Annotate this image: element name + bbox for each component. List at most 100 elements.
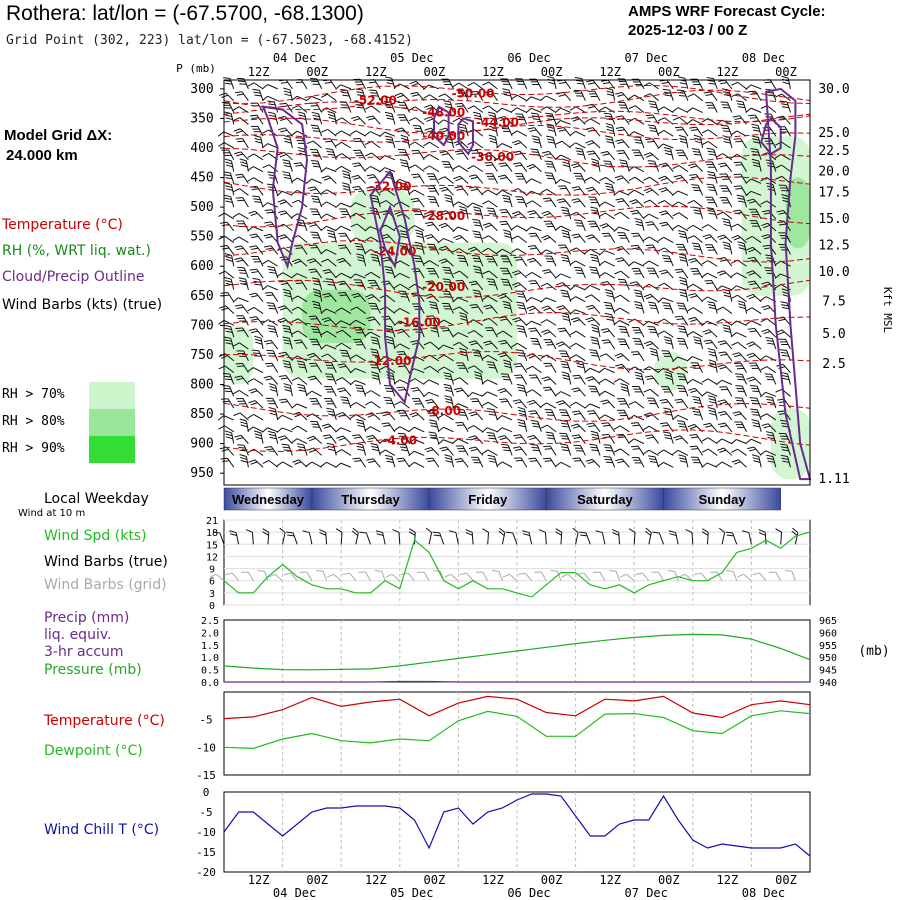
wind-barb-flag (335, 449, 342, 454)
wind-barb-flag (584, 285, 591, 291)
wind-barb-flag (559, 330, 567, 332)
cloud-outline (261, 105, 309, 270)
wind-barb-flag (647, 160, 655, 162)
wind-barb (325, 167, 337, 173)
wind-barb-flag (453, 270, 460, 275)
wind-barb-flag (708, 409, 716, 413)
wind-barb-flag (481, 295, 489, 301)
cloud-outline (760, 116, 782, 156)
wind-barb (403, 351, 410, 362)
wind-barb-flag (339, 294, 347, 297)
wind-barb-flag (357, 259, 365, 262)
wind-barb-flag (379, 155, 386, 161)
wind-barb-flag (370, 364, 378, 366)
wind10-barb-true-flag (792, 527, 799, 533)
wind-barb (750, 178, 762, 184)
wind-barb-flag (661, 81, 669, 84)
wind-barb-flag (386, 117, 394, 121)
wind-barb-flag (473, 292, 481, 295)
wind-barb-flag (630, 244, 638, 247)
wind-barb (430, 293, 440, 303)
rh90-swatch (89, 436, 135, 463)
wind-barb-flag (486, 278, 494, 281)
wind-barb-flag (309, 224, 317, 228)
wind-barb (637, 232, 645, 243)
height-tick-label: 2.5 (822, 357, 845, 372)
wind-barb-flag (386, 330, 394, 333)
wind-barb-flag (678, 253, 686, 257)
wind-barb-flag (335, 377, 343, 381)
wind-barb (370, 331, 381, 338)
wind10-barb-true-flag (432, 531, 440, 534)
wind-barb-flag (672, 190, 679, 196)
wind-barb-flag (749, 259, 757, 262)
wind-barb-flag (657, 236, 664, 242)
wind-barb-flag (424, 116, 431, 120)
wind-barb-flag (298, 366, 306, 369)
wind-barb (724, 422, 733, 433)
wind-barb-flag (452, 117, 460, 123)
wind-barb-flag (312, 201, 321, 203)
wind-barb-flag (561, 315, 570, 319)
wind-barb-flag (732, 115, 740, 118)
wind10-barb-true (794, 532, 799, 545)
wind-barb-flag (401, 164, 409, 168)
wind-barb-flag (516, 293, 524, 295)
wind-barb-flag (296, 360, 304, 363)
wind-barb-flag (350, 354, 357, 360)
wind10-barb-grid-flag (225, 572, 233, 576)
wind-barb-flag (470, 283, 478, 286)
wind-barb-flag (364, 331, 371, 337)
pressure-tick-label: 900 (190, 437, 213, 452)
wind-barb-flag (382, 413, 390, 417)
wind-barb-flag (239, 158, 247, 162)
wind-barb (401, 92, 410, 102)
wind-barb-flag (734, 413, 742, 417)
wind-barb-flag (736, 100, 744, 103)
wind10-barb-true-flag (286, 531, 294, 534)
wind-barb-flag (749, 330, 757, 333)
wind-barb-flag (677, 340, 685, 343)
wind-barb (238, 212, 249, 220)
legend-wind-barbs-true: Wind Barbs (true) (44, 554, 168, 570)
wind-barb-flag (383, 424, 391, 427)
wind-barb-flag (585, 186, 593, 190)
wind-barb-flag (513, 446, 521, 449)
wind-barb (457, 332, 469, 338)
wind-barb (621, 458, 630, 468)
wind-barb-flag (688, 163, 696, 167)
wind-barb-flag (328, 116, 336, 120)
wind-barb-flag (225, 117, 233, 120)
wind-barb-flag (706, 207, 714, 210)
wind-barb-flag (224, 430, 232, 434)
wind-barb-flag (709, 412, 717, 416)
wind-barb (740, 173, 747, 184)
wind-barb-flag (544, 460, 552, 462)
wind-barb-flag (412, 200, 420, 203)
wind-barb-flag (701, 272, 708, 278)
legend-liq-equiv: liq. equiv. (44, 627, 112, 643)
wind-barb-flag (599, 176, 606, 182)
isotherm-line (223, 351, 811, 371)
wind-barb-flag (525, 190, 532, 197)
wind-barb-flag (355, 245, 363, 248)
wind-barb-flag (221, 94, 229, 98)
wind-barb-flag (459, 315, 467, 318)
wind-barb-flag (560, 419, 568, 422)
wind-barb-flag (455, 102, 463, 105)
wind-barb-flag (309, 377, 317, 381)
wind-barb-flag (496, 461, 503, 467)
wind-barb-flag (414, 127, 422, 130)
wind-barb (620, 448, 630, 456)
wind-barb-flag (747, 327, 755, 330)
wind-barb-flag (540, 402, 547, 408)
wind-barb-flag (472, 111, 481, 115)
wind-barb (663, 130, 674, 137)
wind-barb-flag (339, 235, 347, 237)
wind-barb (384, 131, 396, 137)
wind-barb-flag (601, 433, 609, 436)
isotherm-label: -8.00 (426, 404, 461, 418)
legend-rh70: RH > 70% (2, 387, 65, 402)
wind-barb-flag (635, 223, 643, 227)
wind-barb-flag (571, 387, 579, 391)
